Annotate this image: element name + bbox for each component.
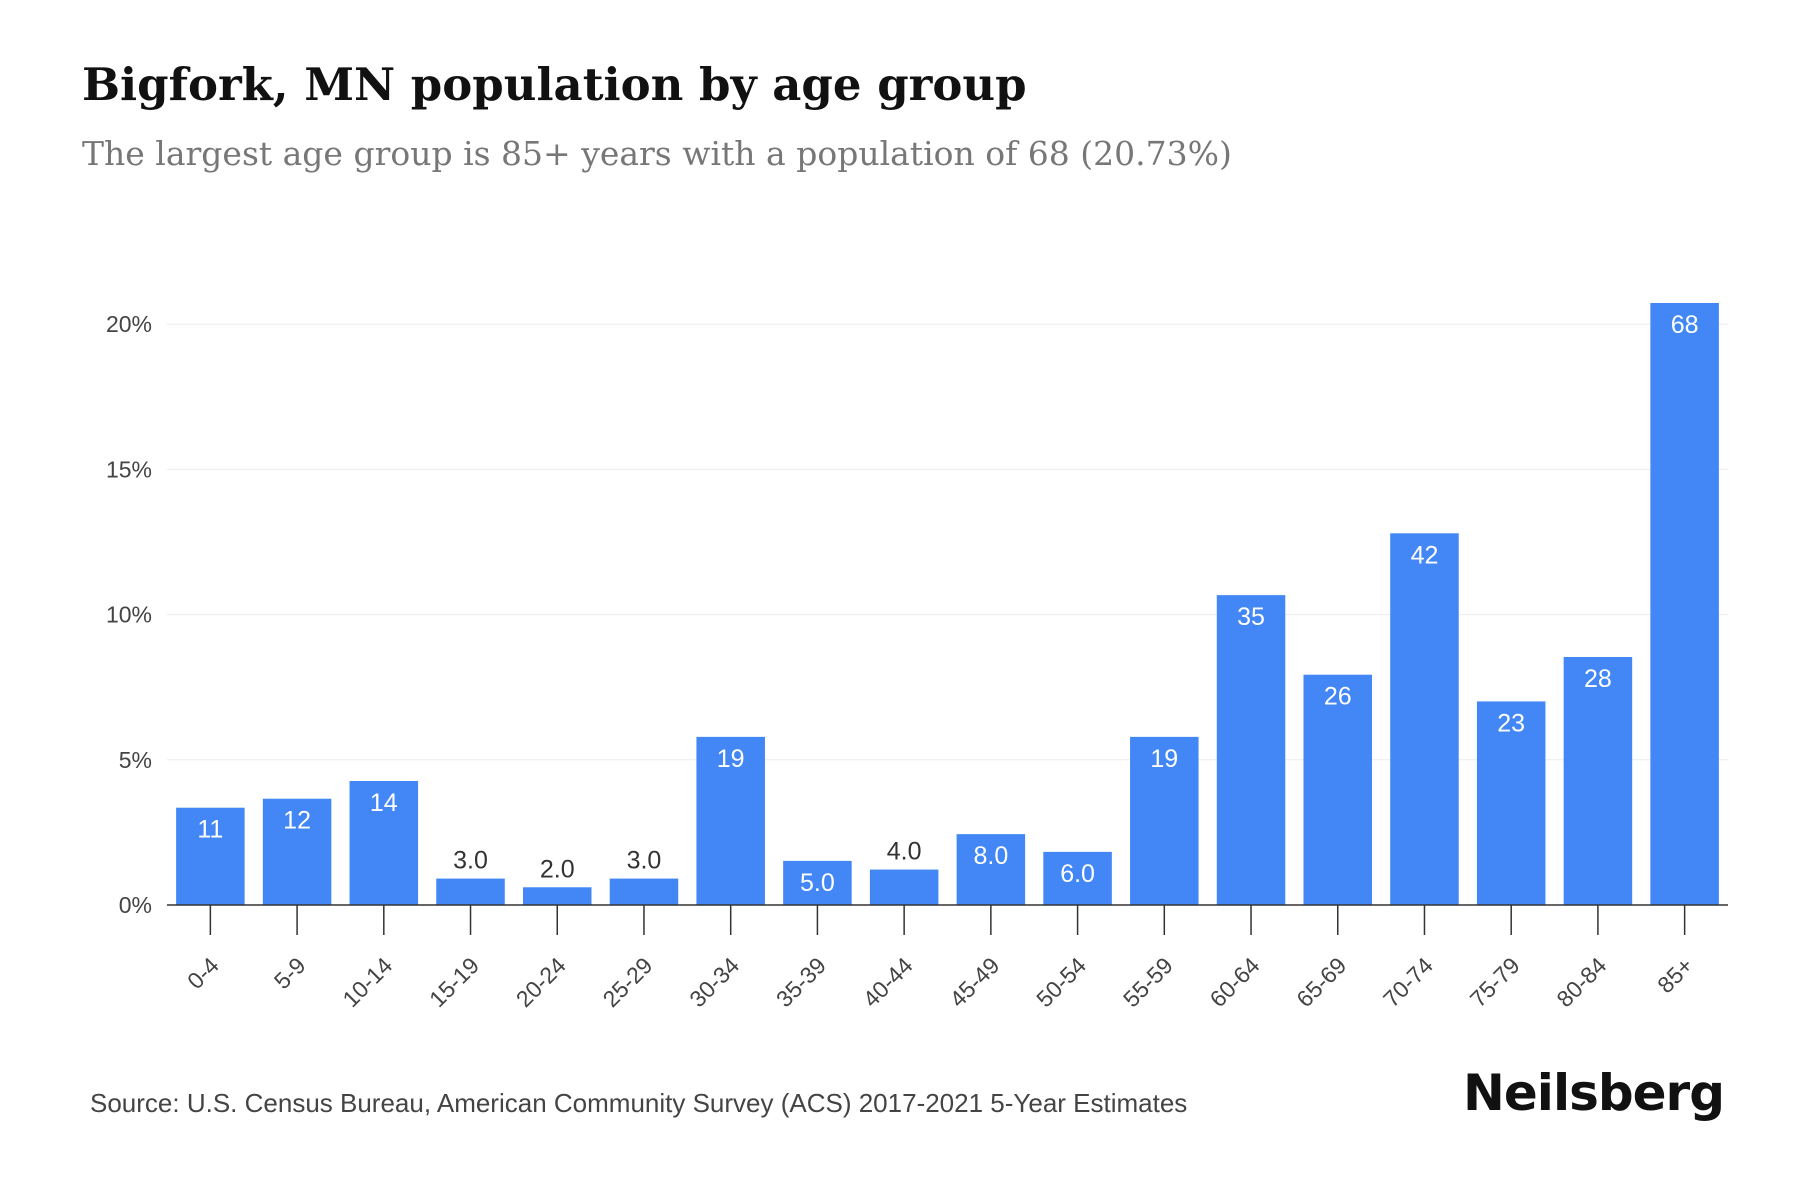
bar-value-label: 6.0: [1060, 860, 1095, 888]
x-tick-label: 45-49: [944, 952, 1004, 1012]
x-axis: [167, 904, 1728, 935]
bar: [956, 834, 1026, 905]
bar: [1216, 595, 1286, 905]
x-tick-label: 85+: [1652, 952, 1698, 998]
bar-value-label: 12: [283, 807, 311, 835]
bar: [262, 798, 332, 905]
bar: [1303, 674, 1373, 905]
x-tick-label: 75-79: [1465, 952, 1525, 1012]
bar-value-label: 2.0: [540, 855, 575, 883]
bar: [1130, 736, 1199, 905]
bar-value-label: 28: [1584, 665, 1612, 693]
x-tick-label: 5-9: [269, 952, 311, 994]
bar-value-label: 5.0: [800, 869, 835, 897]
x-tick-label: 65-69: [1291, 952, 1351, 1012]
x-tick-label: 40-44: [858, 952, 918, 1012]
bar: [1043, 851, 1112, 905]
bar-value-label: 26: [1324, 683, 1352, 711]
bar-value-label: 23: [1497, 709, 1525, 737]
bar-value-label: 19: [717, 745, 745, 773]
bar: [1650, 303, 1719, 905]
x-tick-label: 30-34: [684, 952, 744, 1012]
y-axis-tick-labels: 0% 5% 10% 15% 20%: [106, 311, 152, 918]
y-tick-label: 15%: [106, 456, 152, 482]
bar: [1390, 533, 1459, 905]
x-tick-label: 80-84: [1551, 952, 1611, 1012]
x-tick-label: 20-24: [511, 952, 571, 1012]
bar: [696, 736, 765, 905]
y-tick-label: 10%: [106, 602, 152, 628]
bar-value-label: 42: [1411, 541, 1439, 569]
bar: [1563, 656, 1633, 905]
x-tick-label: 0-4: [182, 952, 224, 994]
bar-value-label: 3.0: [627, 847, 662, 875]
x-tick-label: 10-14: [337, 952, 397, 1012]
bars: [176, 303, 1719, 905]
y-tick-label: 0%: [119, 892, 152, 918]
bar-value-label: 19: [1150, 745, 1178, 773]
brand-logo: Neilsberg: [1463, 1064, 1725, 1122]
bar-value-label: 11: [197, 816, 223, 844]
bar-value-label: 68: [1671, 311, 1699, 339]
grid-lines: [167, 323, 1728, 761]
bar: [176, 807, 245, 905]
bar-value-label: 8.0: [973, 842, 1008, 870]
x-tick-label: 70-74: [1378, 952, 1438, 1012]
bar-value-label: 35: [1237, 603, 1265, 631]
bar: [1476, 701, 1546, 905]
bar-value-label: 3.0: [453, 847, 488, 875]
chart-title: Bigfork, MN population by age group: [82, 58, 1027, 111]
bar-value-label: 14: [370, 789, 398, 817]
bar: [522, 887, 592, 905]
x-tick-label: 60-64: [1205, 952, 1265, 1012]
bar: [783, 860, 852, 905]
chart-subtitle: The largest age group is 85+ years with …: [82, 134, 1232, 173]
y-tick-label: 20%: [106, 311, 152, 337]
bar: [436, 878, 505, 905]
x-tick-label: 25-29: [598, 952, 658, 1012]
bar-value-labels: 11 12 14 3.0 2.0 3.0 19 5.0 4.0 8.0 6.0 19 35 26 42 23 2…: [197, 311, 1698, 897]
x-tick-label: 55-59: [1118, 952, 1178, 1012]
source-note: Source: U.S. Census Bureau, American Com…: [90, 1088, 1188, 1118]
x-axis-tick-labels: 0-4 5-9 10-14 15-19 20-24 25-29 30-34 35-39 40-4…: [182, 952, 1698, 1012]
bar-value-label: 4.0: [887, 838, 922, 866]
bar: [869, 869, 939, 905]
x-tick-label: 15-19: [424, 952, 484, 1012]
x-tick-label: 50-54: [1031, 952, 1091, 1012]
y-tick-label: 5%: [119, 747, 152, 773]
x-tick-label: 35-39: [771, 952, 831, 1012]
bar: [349, 780, 419, 905]
bar: [609, 878, 679, 905]
